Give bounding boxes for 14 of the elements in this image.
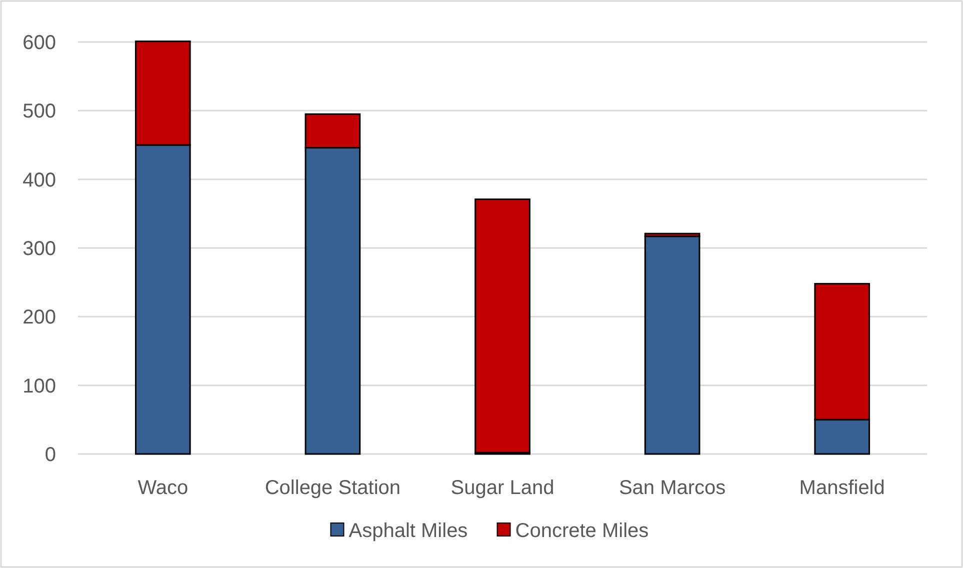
x-tick-label: San Marcos bbox=[618, 477, 726, 499]
y-tick-label: 200 bbox=[22, 306, 56, 329]
y-tick-label: 500 bbox=[22, 100, 56, 123]
legend-label: Concrete Miles bbox=[515, 520, 649, 542]
legend-label: Asphalt Miles bbox=[348, 520, 468, 542]
y-tick-label: 0 bbox=[44, 444, 56, 466]
x-tick-label: Mansfield bbox=[799, 477, 885, 499]
y-tick-label: 600 bbox=[22, 32, 56, 54]
x-tick-label: Sugar Land bbox=[450, 477, 554, 499]
y-tick-label: 400 bbox=[22, 169, 56, 192]
x-tick-label: College Station bbox=[264, 477, 401, 499]
x-tick-label: Waco bbox=[138, 477, 188, 499]
y-tick-label: 300 bbox=[22, 238, 56, 260]
y-tick-label: 100 bbox=[22, 375, 56, 398]
